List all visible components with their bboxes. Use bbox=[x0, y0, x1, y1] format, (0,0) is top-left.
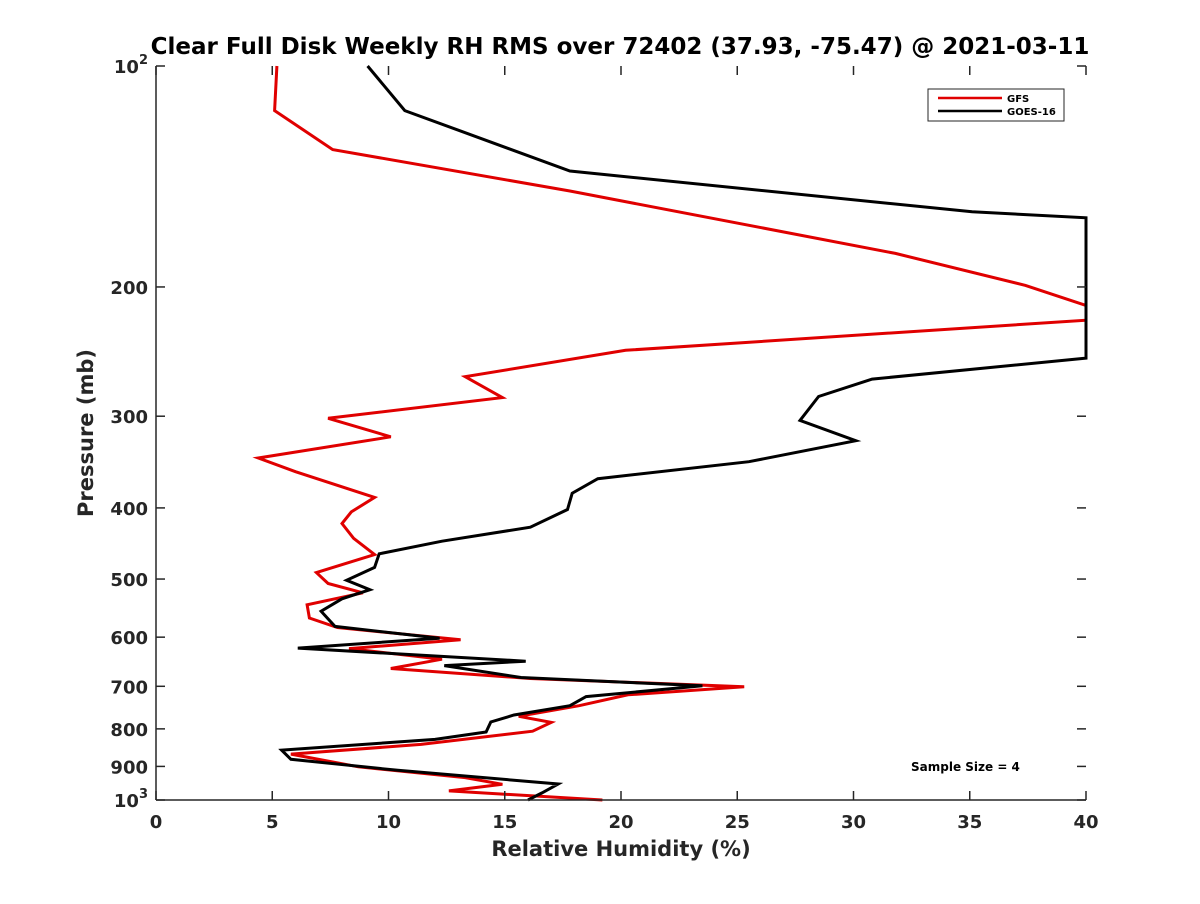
legend-label: GOES-16 bbox=[1007, 107, 1056, 118]
series-layer bbox=[252, 65, 1088, 802]
x-tick-label: 10 bbox=[376, 812, 401, 833]
x-tick-label: 30 bbox=[841, 812, 866, 833]
legend-label: GFS bbox=[1007, 94, 1029, 105]
y-tick-label: 200 bbox=[110, 278, 148, 299]
chart-title: Clear Full Disk Weekly RH RMS over 72402… bbox=[151, 34, 1090, 60]
axes-background bbox=[156, 66, 1086, 800]
x-tick-label: 20 bbox=[608, 812, 633, 833]
y-tick-label: 103 bbox=[114, 787, 148, 812]
series-line-gfs bbox=[252, 65, 1088, 802]
legend-box bbox=[927, 88, 1065, 122]
x-tick-label: 25 bbox=[725, 812, 750, 833]
x-axis-label: Relative Humidity (%) bbox=[491, 837, 750, 861]
y-tick-label: 400 bbox=[110, 499, 148, 520]
y-tick-label: 900 bbox=[110, 757, 148, 778]
y-tick-label-base: 10 bbox=[114, 57, 139, 78]
sample-size-annotation: Sample Size = 4 bbox=[911, 760, 1020, 774]
y-tick-label-base: 10 bbox=[114, 791, 139, 812]
x-tick-label: 0 bbox=[150, 812, 163, 833]
y-tick-label: 500 bbox=[110, 570, 148, 591]
y-tick-label: 800 bbox=[110, 720, 148, 741]
x-tick-label: 35 bbox=[957, 812, 982, 833]
y-axis-label: Pressure (mb) bbox=[74, 349, 98, 517]
y-tick-label: 600 bbox=[110, 628, 148, 649]
plot-area: 0 5 10 15 20 25 30 35 40102200300400500600700800… bbox=[110, 53, 1098, 833]
x-tick-label: 5 bbox=[266, 812, 279, 833]
x-tick-label: 40 bbox=[1073, 812, 1098, 833]
series-line-goes-16 bbox=[278, 65, 1088, 802]
y-tick-label: 102 bbox=[114, 53, 148, 78]
legend: GFS GOES-16 bbox=[927, 88, 1065, 122]
y-tick-label-exponent: 3 bbox=[139, 787, 148, 802]
tick-layer: 0 5 10 15 20 25 30 35 40102200300400500600700800… bbox=[110, 53, 1098, 833]
y-tick-label: 300 bbox=[110, 407, 148, 428]
x-tick-label: 15 bbox=[492, 812, 517, 833]
y-tick-label: 700 bbox=[110, 677, 148, 698]
y-tick-label-exponent: 2 bbox=[139, 53, 148, 68]
